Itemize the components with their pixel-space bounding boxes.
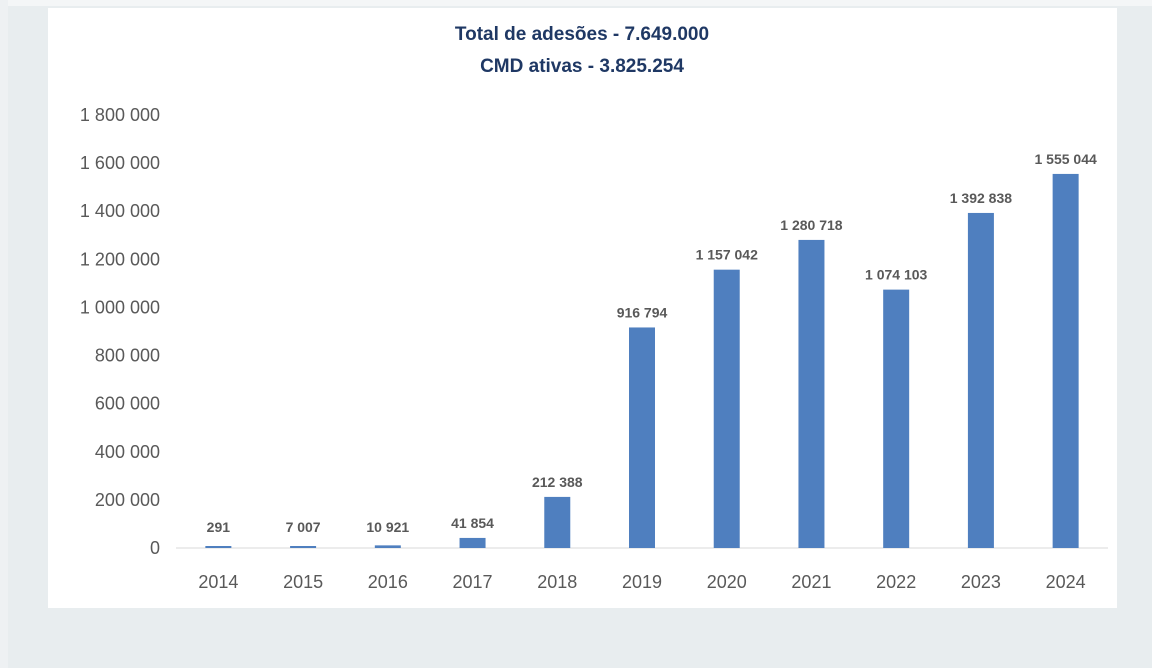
bar-2016: [374, 545, 401, 548]
bar-2019: [629, 327, 655, 548]
x-tick-label: 2018: [537, 572, 577, 592]
chart-title-line-1: Total de adesões - 7.649.000: [455, 24, 709, 45]
bar-2015: [290, 546, 317, 548]
x-axis: 2014 2015 2016 2017 2018 2019 2020 2021 2022 2023…: [198, 572, 1085, 592]
bar-2021: [798, 239, 825, 548]
x-tick-label: 2023: [961, 572, 1001, 592]
x-tick-label: 2019: [622, 572, 662, 592]
bar-2014: [205, 546, 232, 548]
y-tick-label: 600 000: [95, 394, 160, 414]
x-tick-label: 2017: [453, 572, 493, 592]
bar-chart: Total de adesões - 7.649.000 CMD ativas …: [80, 24, 1108, 592]
data-label-2016: 10 921: [366, 519, 409, 535]
x-tick-label: 2016: [368, 572, 408, 592]
bar-2022: [883, 289, 910, 548]
x-tick-label: 2020: [707, 572, 747, 592]
bar-2023: [967, 212, 994, 549]
top-strip: [0, 0, 1152, 6]
y-tick-label: 200 000: [95, 490, 160, 510]
y-axis: 0 200 000 400 000 600 000 800 000 1 000 000 1 …: [80, 105, 1108, 558]
x-tick-label: 2022: [876, 572, 916, 592]
y-tick-label: 1 000 000: [80, 297, 160, 317]
y-tick-label: 0: [150, 538, 160, 558]
data-label-2018: 212 388: [532, 474, 583, 490]
data-label-2020: 1 157 042: [696, 247, 758, 263]
y-tick-label: 1 200 000: [80, 249, 160, 269]
y-tick-label: 400 000: [95, 442, 160, 462]
x-tick-label: 2014: [198, 572, 238, 592]
x-tick-label: 2024: [1046, 572, 1086, 592]
bar-2017: [459, 537, 486, 548]
bar-2018: [544, 496, 571, 548]
left-strip: [0, 0, 8, 668]
data-label-2024: 1 555 044: [1034, 151, 1096, 167]
data-label-2019: 916 794: [617, 304, 668, 320]
x-tick-label: 2015: [283, 572, 323, 592]
data-label-2021: 1 280 718: [780, 217, 842, 233]
data-labels: 291 7 007 10 921 41 854 212 388 916 794 1 157 …: [207, 151, 1097, 535]
y-tick-label: 800 000: [95, 346, 160, 366]
y-tick-label: 1 600 000: [80, 153, 160, 173]
chart-card: Total de adesões - 7.649.000 CMD ativas …: [48, 8, 1117, 608]
bar-2020: [713, 269, 740, 548]
x-tick-label: 2021: [791, 572, 831, 592]
data-label-2015: 7 007: [286, 519, 321, 535]
data-label-2023: 1 392 838: [950, 190, 1012, 206]
chart-title-line-2: CMD ativas - 3.825.254: [480, 56, 684, 77]
data-label-2022: 1 074 103: [865, 267, 927, 283]
data-label-2014: 291: [207, 519, 231, 535]
y-tick-label: 1 400 000: [80, 201, 160, 221]
y-tick-label: 1 800 000: [80, 105, 160, 125]
bars: [205, 173, 1079, 549]
bar-2024: [1052, 173, 1079, 548]
data-label-2017: 41 854: [451, 515, 494, 531]
